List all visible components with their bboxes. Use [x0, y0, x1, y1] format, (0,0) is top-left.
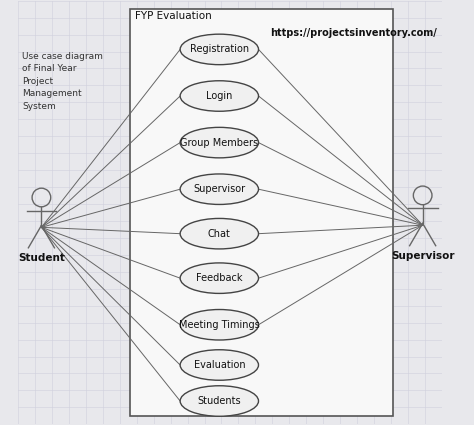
Ellipse shape [180, 263, 258, 293]
Text: Supervisor: Supervisor [391, 251, 455, 261]
Text: Students: Students [198, 396, 241, 406]
Text: https://projectsinventory.com/: https://projectsinventory.com/ [270, 28, 437, 38]
Text: Login: Login [206, 91, 233, 101]
Ellipse shape [180, 128, 258, 158]
Text: Chat: Chat [208, 229, 231, 239]
Text: Registration: Registration [190, 44, 249, 54]
Ellipse shape [180, 34, 258, 65]
Ellipse shape [180, 218, 258, 249]
Ellipse shape [180, 81, 258, 111]
Ellipse shape [180, 174, 258, 204]
Text: Meeting Timings: Meeting Timings [179, 320, 260, 330]
Ellipse shape [180, 350, 258, 380]
Text: Supervisor: Supervisor [193, 184, 246, 194]
FancyBboxPatch shape [130, 9, 393, 416]
Text: Group Members: Group Members [180, 138, 258, 147]
Text: Student: Student [18, 253, 65, 264]
Ellipse shape [180, 309, 258, 340]
Text: Use case diagram
of Final Year
Project
Management
System: Use case diagram of Final Year Project M… [22, 51, 103, 110]
Text: Evaluation: Evaluation [193, 360, 245, 370]
Ellipse shape [180, 386, 258, 416]
Text: FYP Evaluation: FYP Evaluation [135, 11, 211, 21]
Text: Feedback: Feedback [196, 273, 243, 283]
